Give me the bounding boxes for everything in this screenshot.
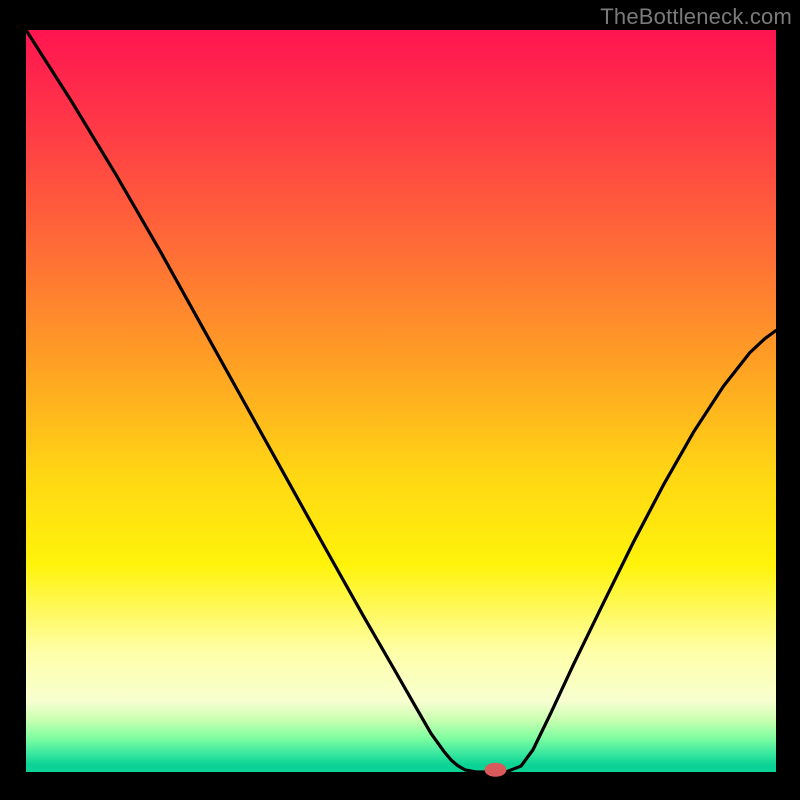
watermark-text: TheBottleneck.com	[600, 4, 792, 30]
chart-frame: TheBottleneck.com	[0, 0, 800, 800]
bottleneck-chart	[0, 0, 800, 800]
plot-background	[26, 30, 776, 772]
optimal-marker	[485, 763, 507, 777]
